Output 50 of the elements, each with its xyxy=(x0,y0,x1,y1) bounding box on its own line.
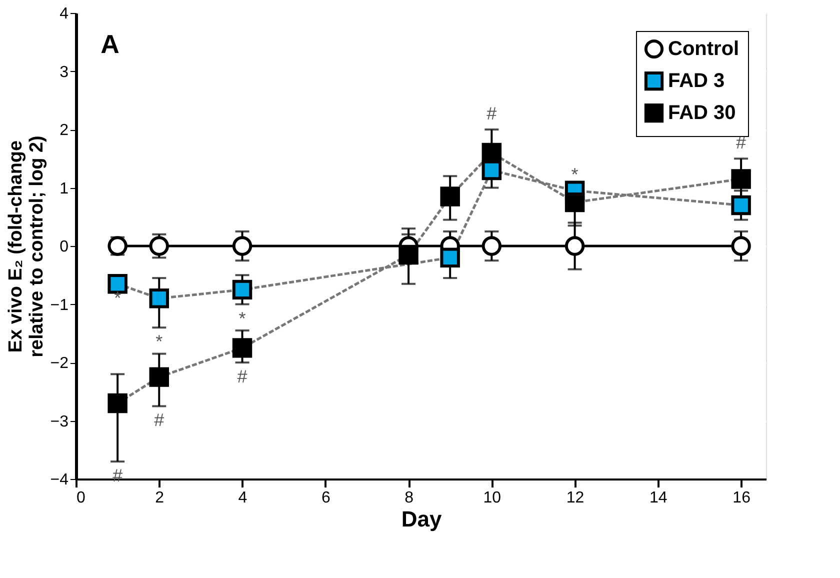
point xyxy=(149,367,169,387)
y-tick-label: 2 xyxy=(60,122,69,139)
annotation: * xyxy=(114,288,122,308)
y-tick-label: 1 xyxy=(60,180,69,198)
annotation: * xyxy=(156,332,163,352)
point xyxy=(232,236,252,256)
annotation: * xyxy=(571,164,578,185)
y-axis-title: Ex vivo E₂ (fold-change relative to control; log 2) xyxy=(5,136,48,358)
point xyxy=(440,248,460,268)
legend-label: Control xyxy=(668,38,740,60)
annotation: A xyxy=(100,29,120,59)
x-tick-label: 4 xyxy=(238,490,248,506)
point xyxy=(440,186,460,206)
annotation: # xyxy=(486,104,497,124)
annotation: * xyxy=(238,308,246,328)
legend-label: FAD 30 xyxy=(668,102,736,124)
y-tick-label: 4 xyxy=(60,6,69,22)
x-tick-label: 16 xyxy=(732,490,751,506)
annotation: # xyxy=(154,410,164,430)
y-tick-label: 0 xyxy=(60,238,69,256)
x-tick-label: 10 xyxy=(483,490,502,506)
point xyxy=(482,160,502,180)
point xyxy=(482,142,502,163)
y-tick-label: −4 xyxy=(50,472,69,488)
x-tick-label: 8 xyxy=(404,490,414,506)
point xyxy=(731,195,751,216)
point xyxy=(564,236,585,256)
point xyxy=(108,393,128,414)
point xyxy=(149,236,169,256)
point xyxy=(149,288,169,308)
annotation: # xyxy=(237,366,248,386)
point xyxy=(232,280,252,300)
y-tick-label: −3 xyxy=(50,413,69,430)
point xyxy=(482,236,502,256)
x-tick-label: 0 xyxy=(76,490,86,506)
point xyxy=(731,236,751,256)
point xyxy=(564,192,585,212)
x-tick-label: 6 xyxy=(321,490,330,506)
x-tick-label: 14 xyxy=(650,490,668,506)
x-tick-label: 2 xyxy=(155,490,164,506)
y-tick-label: −1 xyxy=(50,296,69,314)
point xyxy=(232,338,252,358)
annotation: # xyxy=(736,132,746,153)
x-axis-title: Day xyxy=(401,506,442,532)
y-tick-label: 3 xyxy=(60,64,69,81)
point xyxy=(398,244,418,265)
point xyxy=(731,169,751,189)
x-tick-label: 12 xyxy=(566,490,584,506)
legend-label: FAD 3 xyxy=(668,70,725,92)
y-tick-label: −2 xyxy=(50,355,69,372)
